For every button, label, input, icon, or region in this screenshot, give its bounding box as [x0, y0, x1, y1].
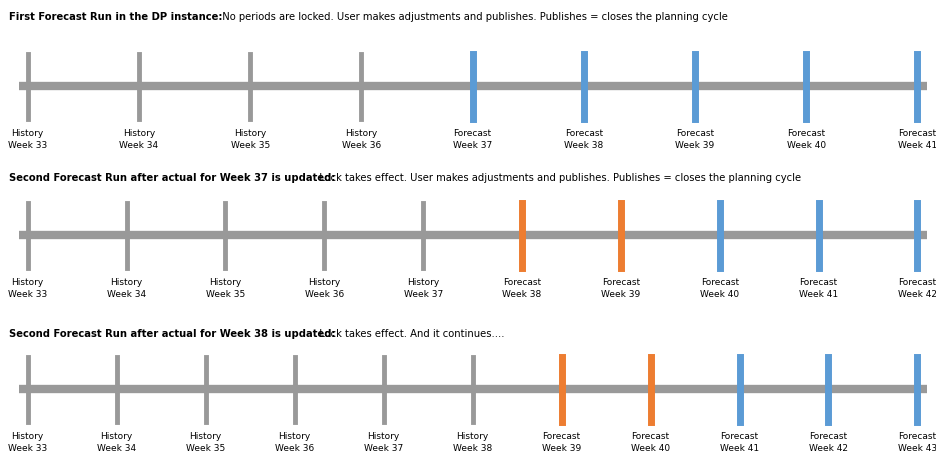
Text: Forecast
Week 42: Forecast Week 42	[898, 279, 936, 299]
Text: History
Week 36: History Week 36	[304, 279, 344, 299]
Text: History
Week 34: History Week 34	[120, 130, 158, 150]
Text: Forecast
Week 38: Forecast Week 38	[503, 279, 542, 299]
Text: Forecast
Week 39: Forecast Week 39	[542, 432, 581, 453]
Text: History
Week 33: History Week 33	[8, 279, 48, 299]
Text: History
Week 35: History Week 35	[206, 279, 245, 299]
Text: History
Week 33: History Week 33	[8, 130, 48, 150]
Text: History
Week 36: History Week 36	[275, 432, 314, 453]
Text: Forecast
Week 41: Forecast Week 41	[799, 279, 838, 299]
Text: Forecast
Week 43: Forecast Week 43	[898, 432, 936, 453]
Text: Forecast
Week 40: Forecast Week 40	[786, 130, 826, 150]
Text: History
Week 37: History Week 37	[364, 432, 403, 453]
Text: History
Week 38: History Week 38	[453, 432, 492, 453]
Text: History
Week 35: History Week 35	[186, 432, 226, 453]
Text: Forecast
Week 39: Forecast Week 39	[676, 130, 715, 150]
Text: Forecast
Week 41: Forecast Week 41	[898, 130, 936, 150]
Text: History
Week 36: History Week 36	[342, 130, 381, 150]
Text: Lock takes effect. And it continues....: Lock takes effect. And it continues....	[314, 329, 505, 339]
Text: History
Week 33: History Week 33	[8, 432, 48, 453]
Text: History
Week 37: History Week 37	[403, 279, 443, 299]
Text: First Forecast Run in the DP instance:: First Forecast Run in the DP instance:	[9, 12, 223, 22]
Text: Forecast
Week 42: Forecast Week 42	[809, 432, 848, 453]
Text: History
Week 34: History Week 34	[107, 279, 146, 299]
Text: Forecast
Week 41: Forecast Week 41	[720, 432, 759, 453]
Text: Second Forecast Run after actual for Week 37 is updated:: Second Forecast Run after actual for Wee…	[9, 173, 336, 183]
Text: No periods are locked. User makes adjustments and publishes. Publishes = closes : No periods are locked. User makes adjust…	[215, 12, 727, 22]
Text: Forecast
Week 40: Forecast Week 40	[700, 279, 739, 299]
Text: Forecast
Week 38: Forecast Week 38	[564, 130, 604, 150]
Text: Forecast
Week 37: Forecast Week 37	[453, 130, 492, 150]
Text: Forecast
Week 40: Forecast Week 40	[631, 432, 670, 453]
Text: History
Week 34: History Week 34	[97, 432, 137, 453]
Text: Lock takes effect. User makes adjustments and publishes. Publishes = closes the : Lock takes effect. User makes adjustment…	[314, 173, 801, 183]
Text: Second Forecast Run after actual for Week 38 is updated:: Second Forecast Run after actual for Wee…	[9, 329, 336, 339]
Text: Forecast
Week 39: Forecast Week 39	[601, 279, 640, 299]
Text: History
Week 35: History Week 35	[230, 130, 270, 150]
